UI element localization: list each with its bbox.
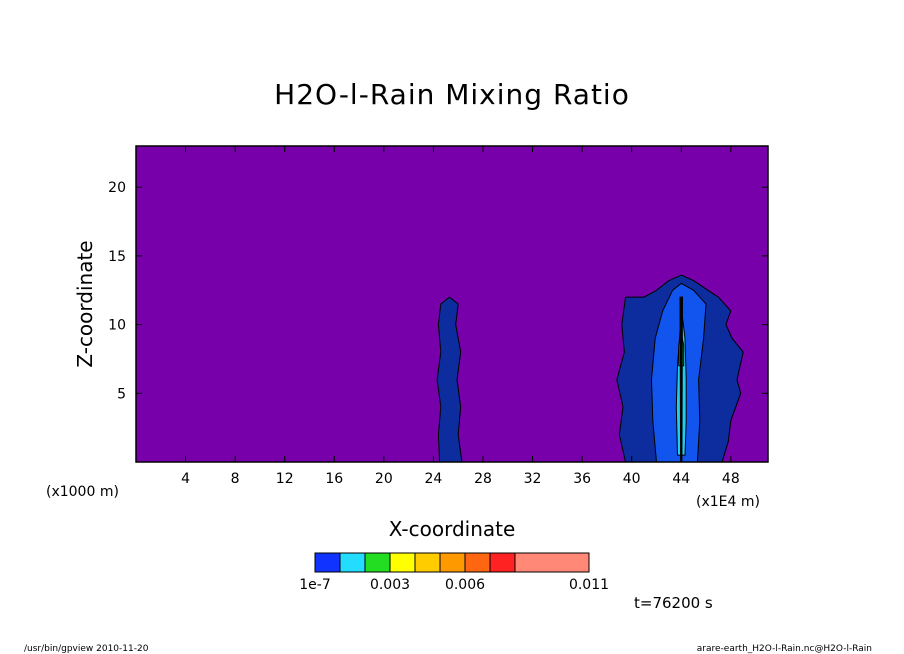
x-tick-label: 36 [573, 471, 591, 487]
colorbar-swatch [439, 552, 466, 573]
colorbar-swatch [489, 552, 516, 573]
x-tick-label: 20 [375, 471, 393, 487]
contour-region-cell-25 [436, 296, 463, 463]
chart-title: H2O-l-Rain Mixing Ratio [274, 78, 630, 111]
x-tick-label: 8 [231, 471, 240, 487]
colorbar-labels: 1e-7 0.003 0.006 0.011 [299, 577, 609, 593]
colorbar-swatch [514, 552, 590, 573]
y-axis-label: Z-coordinate [73, 240, 97, 367]
x-tick-label: 40 [623, 471, 641, 487]
colorbar-swatch [389, 552, 416, 573]
footer-right: arare-earth_H2O-l-Rain.nc@H2O-l-Rain [697, 644, 872, 654]
x-tick-label: 28 [474, 471, 492, 487]
x-tick-label: 24 [424, 471, 442, 487]
y-axis-ticks: 5 10 15 20 [108, 180, 768, 402]
y-axis-unit: (x1000 m) [46, 484, 119, 500]
x-axis-label: X-coordinate [389, 517, 516, 541]
colorbar-swatch [364, 552, 391, 573]
x-tick-label: 48 [722, 471, 740, 487]
colorbar-label: 0.003 [370, 577, 410, 593]
colorbar-swatch [339, 552, 366, 573]
y-tick-label: 5 [117, 386, 126, 402]
contour-region-cell-43-shaft [679, 296, 684, 463]
x-tick-label: 4 [181, 471, 190, 487]
colorbar-swatch [414, 552, 441, 573]
footer-left: /usr/bin/gpview 2010-11-20 [24, 644, 149, 654]
time-label: t=76200 s [634, 594, 713, 612]
colorbar-swatch [464, 552, 491, 573]
plot-frame [135, 145, 769, 463]
y-tick-label: 10 [108, 318, 126, 334]
colorbar-label: 1e-7 [299, 577, 330, 593]
colorbar-swatch [314, 552, 341, 573]
colorbar-swatches [314, 552, 590, 573]
x-tick-label: 16 [325, 471, 343, 487]
colorbar-label: 0.006 [445, 577, 485, 593]
colorbar: 1e-7 0.003 0.006 0.011 [299, 552, 609, 593]
y-tick-label: 15 [108, 249, 126, 265]
x-axis-unit: (x1E4 m) [696, 494, 760, 510]
x-tick-label: 44 [672, 471, 690, 487]
colorbar-label: 0.011 [569, 577, 609, 593]
x-tick-label: 12 [276, 471, 294, 487]
x-axis-ticks: 4 8 12 16 20 24 28 32 36 40 44 48 [181, 146, 740, 487]
y-tick-label: 20 [108, 180, 126, 196]
x-tick-label: 32 [524, 471, 542, 487]
contour-regions [436, 274, 744, 463]
